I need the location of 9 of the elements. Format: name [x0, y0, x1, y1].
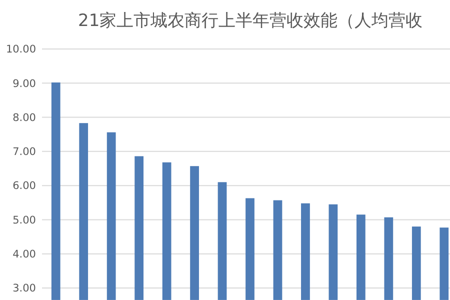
y-tick-label: 6.00 — [12, 180, 36, 192]
y-tick-label: 3.00 — [12, 282, 36, 295]
y-tick-label: 10.00 — [6, 44, 36, 56]
y-tick-label: 7.00 — [12, 146, 36, 158]
y-tick-label: 4.00 — [12, 248, 36, 261]
y-tick-label: 5.00 — [12, 214, 36, 226]
chart-title: 21家上市城农商行上半年营收效能（人均营收 — [78, 11, 423, 31]
y-tick-label: 8.00 — [12, 112, 36, 124]
y-tick-label: 9.00 — [12, 78, 36, 90]
